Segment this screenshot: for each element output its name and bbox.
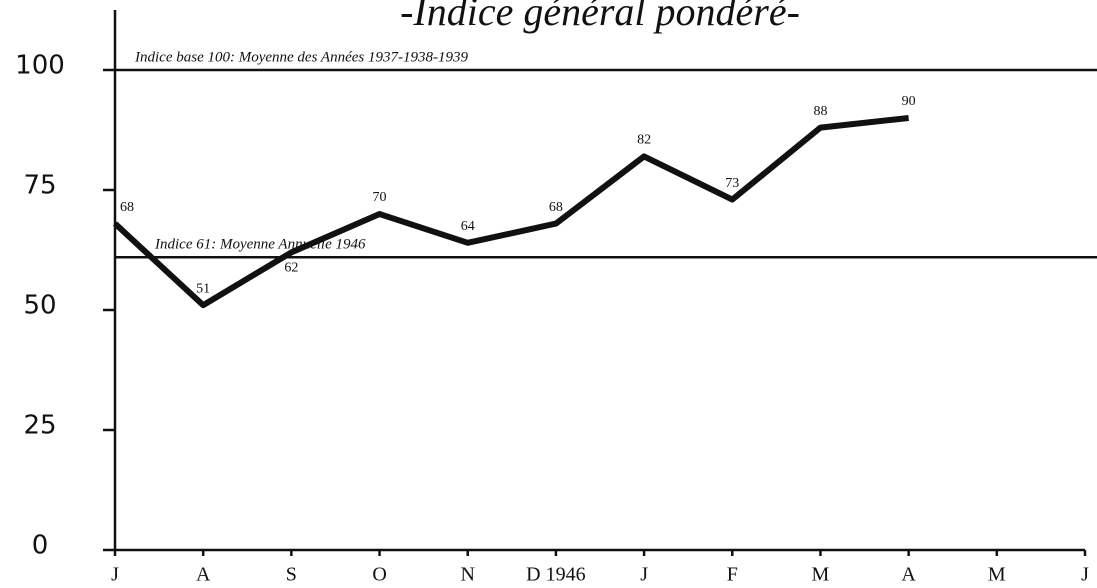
x-tick-label: J <box>111 564 119 586</box>
x-tick-label: N <box>461 564 475 586</box>
data-line <box>112 115 909 309</box>
y-tick-label: 0 <box>32 531 49 561</box>
y-tick-label: 75 <box>23 171 56 201</box>
x-tick-label: A <box>901 564 916 586</box>
data-label: 64 <box>461 219 475 234</box>
data-label: 70 <box>373 190 387 205</box>
x-tick-label: J <box>1081 564 1089 586</box>
data-label: 68 <box>120 200 134 215</box>
x-tick-label: M <box>812 564 830 586</box>
x-tick-label: O <box>372 564 386 586</box>
x-tick-label: M <box>988 564 1006 586</box>
x-tick-label: D 1946 <box>526 564 585 586</box>
x-tick-label: F <box>727 564 738 586</box>
x-tick-label: A <box>196 564 211 586</box>
data-label: 51 <box>196 281 210 296</box>
data-label: 73 <box>725 176 739 191</box>
x-tick-label: J <box>640 564 648 586</box>
reference-label: Indice 61: Moyenne Annuelle 1946 <box>154 237 366 253</box>
y-tick-label: 25 <box>23 411 56 441</box>
chart-title: -Indice général pondéré- <box>400 0 800 34</box>
data-label: 82 <box>637 133 651 148</box>
x-tick-label: S <box>286 564 297 586</box>
data-label: 68 <box>549 200 563 215</box>
y-tick-label: 100 <box>15 51 65 81</box>
data-label: 62 <box>284 261 298 276</box>
y-tick-label: 50 <box>23 291 56 321</box>
data-label: 88 <box>813 104 827 119</box>
reference-label: Indice base 100: Moyenne des Années 1937… <box>134 49 468 65</box>
data-label: 90 <box>902 94 916 109</box>
